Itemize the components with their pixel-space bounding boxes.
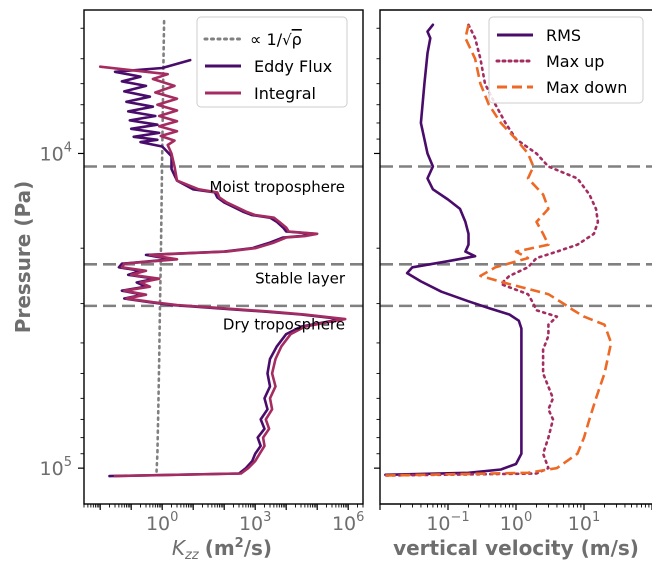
left-x-tick-label: 103 bbox=[239, 510, 271, 535]
kzz-panel: Moist troposphere Stable layer Dry troposp… bbox=[11, 9, 364, 563]
left-x-tick-label: 100 bbox=[146, 510, 178, 535]
left-legend-box bbox=[196, 16, 348, 108]
legend-label-rms: RMS bbox=[546, 26, 581, 45]
region-label-0: Moist troposphere bbox=[210, 178, 345, 196]
right-ticks: 10−1 100 101 bbox=[374, 27, 652, 535]
right-legend-box bbox=[488, 16, 644, 104]
left-plot-frame bbox=[83, 9, 364, 505]
left-ticks: 104 105 100 103 106 bbox=[40, 27, 364, 535]
right-x-axis-title: vertical velocity (m/s) bbox=[393, 536, 639, 560]
legend-label-sqrt-rho: ∝ 1/√ρ bbox=[250, 30, 302, 49]
right-x-tick-label: 100 bbox=[500, 510, 532, 535]
velocity-series-1 bbox=[384, 23, 600, 477]
right-x-tick-label: 101 bbox=[568, 510, 600, 535]
left-x-tick-label: 106 bbox=[332, 510, 364, 535]
right-boundary-lines bbox=[380, 165, 652, 308]
legend-label-max-down: Max down bbox=[546, 78, 627, 97]
legend-label-eddy-flux: Eddy Flux bbox=[254, 57, 332, 76]
kzz-series-1 bbox=[108, 58, 343, 478]
velocity-series-2 bbox=[385, 24, 613, 477]
left-x-axis-title: Kzz (m2/s) bbox=[172, 536, 272, 563]
legend-label-max-up: Max up bbox=[546, 52, 604, 71]
right-series-group bbox=[384, 23, 613, 477]
y-axis-title: Pressure (Pa) bbox=[11, 181, 35, 333]
region-label-2: Dry troposphere bbox=[223, 316, 345, 334]
left-series-group bbox=[98, 19, 347, 478]
velocity-panel: 10−1 100 101 RMS Max up Max down vertical … bbox=[374, 9, 652, 560]
right-x-tick-label: 10−1 bbox=[426, 510, 469, 535]
region-labels: Moist troposphere Stable layer Dry troposp… bbox=[210, 178, 346, 333]
right-plot-frame bbox=[379, 9, 652, 505]
region-label-1: Stable layer bbox=[255, 270, 346, 288]
left-y-tick-label: 104 bbox=[40, 140, 72, 165]
velocity-series-0 bbox=[384, 23, 523, 477]
kzz-series-2 bbox=[98, 65, 347, 478]
right-legend: RMS Max up Max down bbox=[488, 16, 644, 104]
left-legend: ∝ 1/√ρ Eddy Flux Integral bbox=[196, 16, 348, 108]
legend-label-integral: Integral bbox=[254, 84, 316, 103]
left-y-tick-label: 105 bbox=[40, 455, 72, 480]
